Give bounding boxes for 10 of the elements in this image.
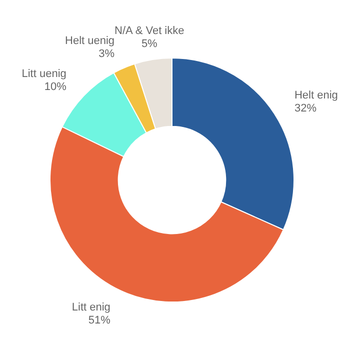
data-label: 5%: [141, 38, 158, 50]
data-label: 51%: [88, 314, 111, 326]
data-label: 10%: [44, 81, 67, 94]
data-label: 32%: [294, 102, 317, 115]
slice-label: Helt enig: [294, 90, 338, 102]
slice-label: N/A & Vet ikke: [114, 24, 184, 37]
slice-label: Litt uenig: [22, 68, 66, 80]
slice-label: Litt enig: [72, 301, 110, 314]
data-label: 3%: [98, 48, 115, 60]
slice-label: Helt uenig: [65, 34, 115, 47]
